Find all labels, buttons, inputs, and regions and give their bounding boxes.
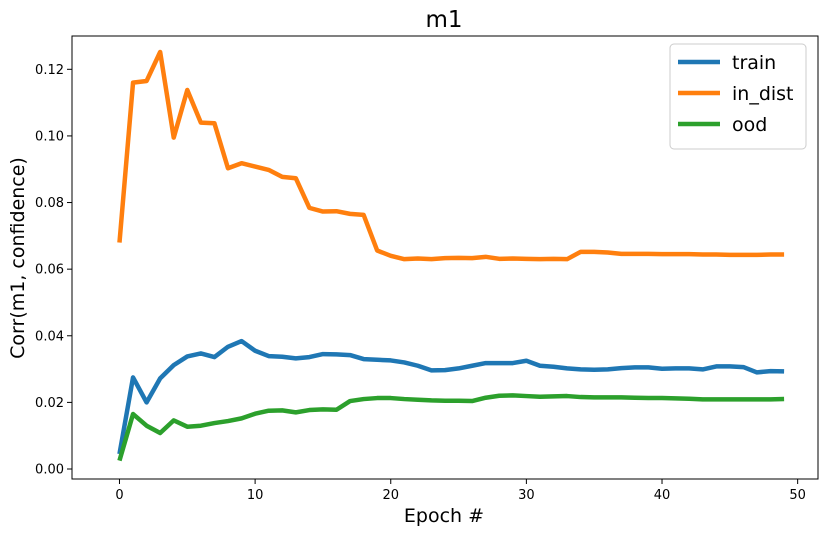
x-tick-label: 40 [654, 488, 671, 503]
y-tick-label: 0.00 [35, 463, 64, 478]
plot-frame [71, 35, 819, 480]
legend-label-in-dist: in_dist [732, 83, 794, 105]
x-tick-label: 50 [789, 488, 806, 503]
x-tick-label: 0 [115, 488, 123, 503]
legend-label-ood: ood [732, 114, 767, 136]
x-tick-label: 20 [382, 488, 399, 503]
x-tick-label: 10 [247, 488, 264, 503]
x-tick-label: 30 [518, 488, 535, 503]
series-line-train [117, 338, 785, 455]
chart-title: m1 [425, 7, 462, 33]
y-axis-label: Corr(m1, confidence) [7, 157, 29, 359]
y-tick-label: 0.10 [35, 129, 64, 144]
y-tick-label: 0.12 [35, 63, 64, 78]
x-axis-label: Epoch # [404, 505, 484, 527]
y-tick-label: 0.08 [35, 196, 64, 211]
y-tick-label: 0.04 [35, 329, 64, 344]
legend-label-train: train [732, 52, 776, 74]
series-line-in-dist [117, 49, 785, 262]
y-tick-label: 0.02 [35, 396, 64, 411]
y-tick-label: 0.06 [35, 263, 64, 278]
series-line-ood [117, 393, 785, 462]
